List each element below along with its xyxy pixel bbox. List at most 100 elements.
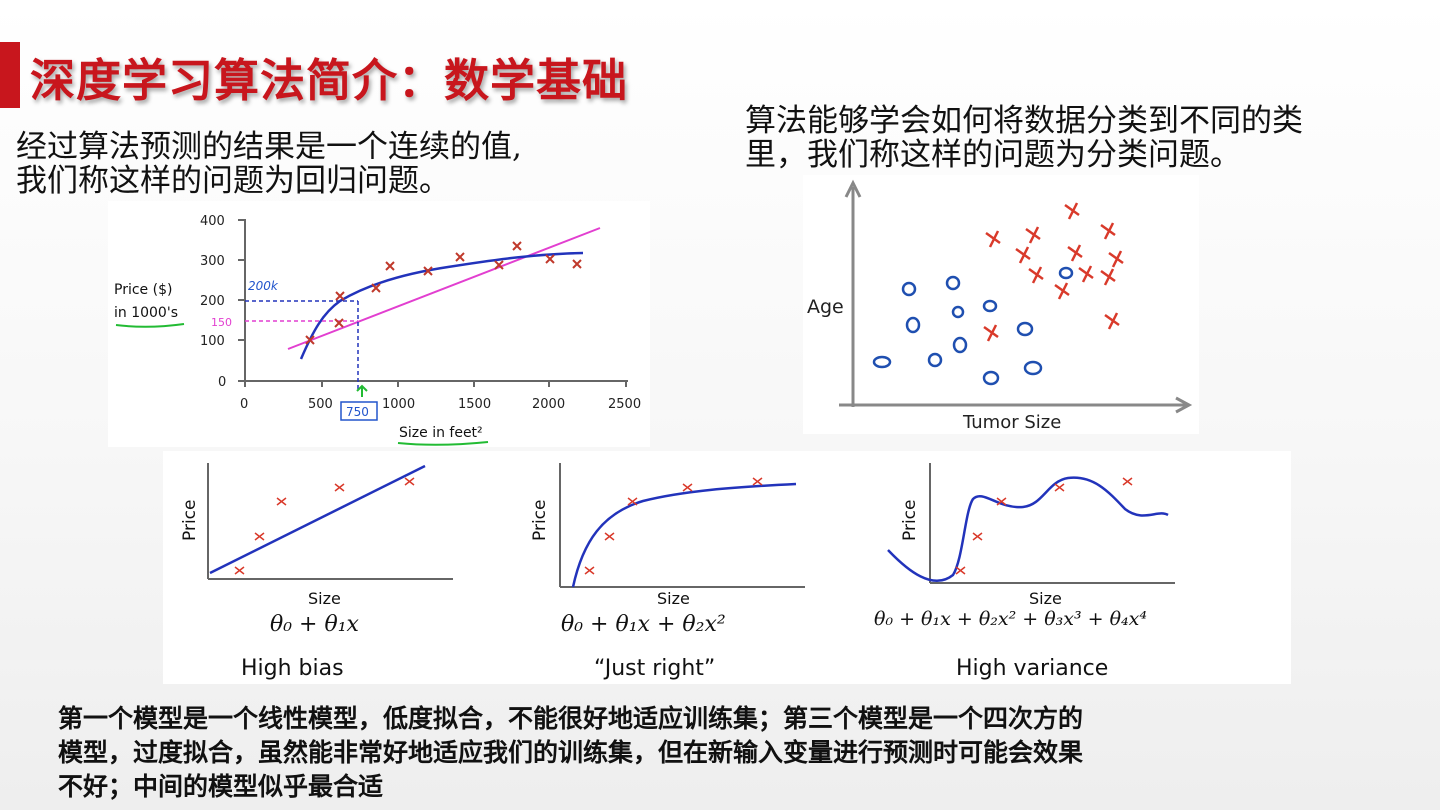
classification-chart-svg: Age Tumor Size [807, 179, 1193, 433]
x-point [1104, 312, 1120, 330]
data-point [305, 335, 315, 345]
xlabel-underline [397, 441, 489, 446]
bottom-explanation: 第一个模型是一个线性模型，低度拟合，不能很好地适应训练集；第三个模型是一个四次方… [58, 702, 1083, 804]
regression-description: 经过算法预测的结果是一个连续的值, 我们称这样的问题为回归问题。 [16, 130, 522, 198]
data-point [385, 261, 395, 271]
bottom-text-line-1: 第一个模型是一个线性模型，低度拟合，不能很好地适应训练集；第三个模型是一个四次方… [58, 704, 1084, 733]
x-point [1054, 282, 1070, 300]
formula-1: θ₀ + θ₁x [270, 612, 360, 637]
o-point [951, 305, 965, 319]
quadratic-fit [571, 482, 797, 588]
linear-fit [209, 464, 426, 575]
o-point [901, 281, 917, 297]
model-fits-svg: Price Size θ₀ + θ₁x High bias Price Size [180, 463, 1175, 681]
data-point [494, 260, 504, 270]
formula-2: θ₀ + θ₁x + θ₂x² [561, 612, 726, 637]
x-point [1028, 266, 1044, 284]
o-point [905, 316, 921, 334]
regression-xlabel: Size in feet² [399, 425, 483, 441]
benign-points [872, 266, 1074, 386]
title-accent-bar [0, 42, 20, 108]
annotation-200k: 200k [248, 279, 279, 293]
data-point [572, 259, 582, 269]
regression-points [305, 241, 582, 345]
x-tick-0: 0 [240, 397, 248, 412]
data-point [1122, 477, 1133, 486]
data-point [752, 477, 763, 486]
x-point [1108, 250, 1124, 268]
data-point [371, 283, 381, 293]
annotation-150: 150 [211, 316, 232, 329]
regression-ylabel-1: Price ($) [114, 282, 172, 298]
x-tick-2500: 2500 [608, 397, 641, 412]
classification-text-line-1: 算法能够学会如何将数据分类到不同的类 [745, 103, 1303, 139]
data-point [423, 266, 433, 276]
data-point [404, 477, 415, 486]
data-point [627, 497, 638, 506]
classification-chart: Age Tumor Size [803, 175, 1199, 434]
regression-text-line-1: 经过算法预测的结果是一个连续的值, [16, 129, 522, 165]
classification-ylabel: Age [807, 296, 844, 318]
data-point [604, 532, 615, 541]
caption-high-variance: High variance [956, 656, 1108, 681]
y-tick-400: 400 [200, 214, 225, 229]
just-right-plot: Price Size θ₀ + θ₁x + θ₂x² “Just right” [530, 463, 805, 681]
size-label-1: Size [308, 589, 341, 608]
data-point [972, 532, 983, 541]
x-tick-2000: 2000 [532, 397, 565, 412]
classification-xlabel: Tumor Size [962, 412, 1061, 433]
y-tick-200: 200 [200, 294, 225, 309]
data-point [334, 318, 344, 328]
size-label-2: Size [657, 589, 690, 608]
o-point [982, 299, 998, 313]
x-point [1064, 202, 1080, 220]
y-tick-0: 0 [218, 375, 226, 390]
o-point [872, 355, 892, 369]
x-point [983, 324, 999, 342]
data-point [254, 532, 265, 541]
bottom-text-line-2: 模型，过度拟合，虽然能非常好地适应我们的训练集，但在新输入变量进行预测时可能会效… [58, 738, 1084, 767]
o-point [927, 352, 943, 368]
x-tick-500: 500 [308, 397, 333, 412]
data-point [455, 252, 465, 262]
x-point [1015, 246, 1031, 264]
o-point [1016, 321, 1034, 337]
x-point [1067, 244, 1083, 262]
o-point [952, 336, 968, 354]
data-point [584, 566, 595, 575]
x-point [1078, 265, 1094, 283]
caption-high-bias: High bias [241, 656, 344, 681]
annotation-750: 750 [346, 405, 369, 419]
regression-chart-svg: 400 300 200 100 0 0 500 1000 1500 2000 2… [114, 214, 641, 446]
o-point [1023, 360, 1043, 376]
curve-fit [299, 251, 584, 360]
data-point [512, 241, 522, 251]
data-point [335, 291, 345, 301]
y-tick-300: 300 [200, 254, 225, 269]
model-fits-panel: Price Size θ₀ + θ₁x High bias Price Size [163, 451, 1291, 684]
malignant-points [983, 202, 1124, 342]
price-label-2: Price [530, 500, 550, 541]
o-point [945, 275, 961, 291]
formula-3: θ₀ + θ₁x + θ₂x² + θ₃x³ + θ₄x⁴ [874, 608, 1147, 630]
ylabel-underline [115, 323, 185, 328]
price-label-3: Price [900, 500, 920, 541]
x-tick-1500: 1500 [458, 397, 491, 412]
data-point [334, 483, 345, 492]
linear-fit-line [287, 227, 601, 350]
high-bias-plot: Price Size θ₀ + θ₁x High bias [180, 463, 453, 681]
axis-arrow-right-icon [1175, 396, 1193, 414]
bottom-text-line-3: 不好；中间的模型似乎最合适 [58, 772, 384, 801]
data-point [1054, 483, 1065, 492]
classification-text-line-2: 里，我们称这样的问题为分类问题。 [745, 137, 1241, 173]
annotation-750-box [340, 401, 378, 421]
x-point [1100, 222, 1116, 240]
data-point [996, 497, 1007, 506]
axis-arrow-up-icon [844, 179, 862, 198]
arrow-up-icon [356, 384, 368, 397]
quartic-fit [887, 476, 1169, 582]
y-tick-100: 100 [200, 334, 225, 349]
x-tick-1000: 1000 [382, 397, 415, 412]
x-point [1025, 226, 1041, 244]
data-point [234, 566, 245, 575]
